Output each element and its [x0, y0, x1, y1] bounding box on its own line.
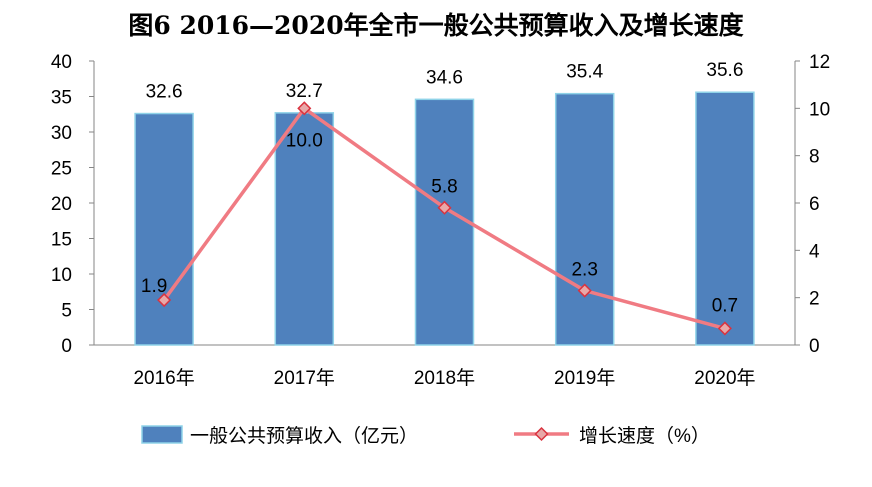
- bar: [134, 112, 194, 346]
- right-tick-label: 12: [809, 52, 830, 73]
- bar: [554, 92, 615, 346]
- left-tick-label: 20: [51, 194, 72, 215]
- x-tick-label: 2020年: [694, 367, 755, 389]
- bar: [414, 98, 475, 346]
- growth-marker: [157, 292, 172, 308]
- bar-value-label: 32.6: [146, 82, 183, 103]
- growth-marker: [437, 200, 452, 215]
- legend-line-marker: [534, 426, 549, 442]
- left-tick-label: 35: [51, 88, 72, 109]
- line-value-label: 1.9: [141, 276, 167, 297]
- x-tick-label: 2019年: [554, 367, 615, 389]
- right-tick-label: 4: [809, 241, 820, 262]
- legend-line-label: 增长速度（%）: [579, 425, 710, 447]
- chart-title: 图6 2016—2020年全市一般公共预算收入及增长速度: [128, 11, 744, 40]
- line-value-label: 10.0: [286, 130, 323, 151]
- left-tick-label: 0: [61, 336, 72, 357]
- right-tick-label: 0: [809, 336, 820, 357]
- right-tick-label: 2: [809, 289, 820, 310]
- line-value-label: 5.8: [431, 177, 457, 198]
- bar-value-label: 34.6: [426, 67, 463, 88]
- left-tick-label: 25: [51, 159, 72, 180]
- x-tick-label: 2016年: [133, 367, 194, 389]
- right-tick-label: 6: [809, 194, 820, 215]
- growth-marker: [577, 283, 592, 298]
- line-value-label: 0.7: [712, 295, 738, 316]
- left-tick-label: 5: [61, 301, 72, 322]
- left-tick-label: 30: [51, 123, 72, 144]
- bar-value-label: 35.6: [706, 60, 743, 81]
- legend-bar-label: 一般公共预算收入（亿元）: [190, 425, 418, 447]
- bar: [695, 91, 755, 346]
- x-tick-label: 2017年: [274, 367, 335, 389]
- line-value-label: 2.3: [571, 260, 597, 281]
- left-tick-label: 15: [51, 230, 72, 251]
- growth-marker: [297, 101, 312, 116]
- left-tick-label: 10: [51, 265, 72, 286]
- bar-value-label: 35.4: [566, 62, 603, 83]
- left-tick-label: 40: [51, 52, 72, 73]
- right-tick-label: 10: [809, 99, 830, 120]
- x-tick-label: 2018年: [414, 367, 475, 389]
- growth-marker: [717, 321, 732, 336]
- bar-value-label: 32.7: [286, 81, 323, 102]
- right-tick-label: 8: [809, 147, 820, 168]
- legend-bar-swatch: [141, 425, 183, 444]
